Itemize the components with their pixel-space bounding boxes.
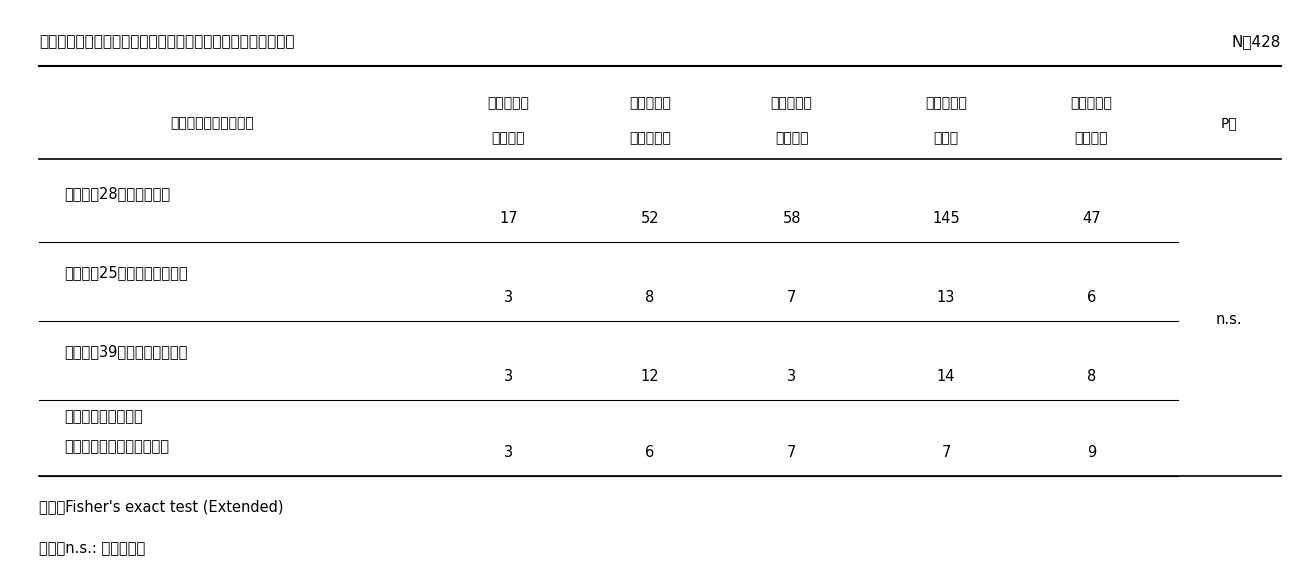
Text: を感じる: を感じる — [1074, 131, 1108, 145]
Text: 12: 12 — [641, 369, 659, 384]
Text: 全く困難を: 全く困難を — [487, 96, 529, 110]
Text: 3: 3 — [786, 369, 796, 384]
Text: 月経あり28日型（標準）: 月経あり28日型（標準） — [64, 186, 171, 202]
Text: n.s.: n.s. — [1216, 312, 1242, 327]
Text: 感じる: 感じる — [934, 131, 958, 145]
Text: 6: 6 — [646, 445, 655, 460]
Text: 3: 3 — [504, 369, 513, 384]
Text: 月経あり39日以上型（遅延）: 月経あり39日以上型（遅延） — [64, 344, 188, 359]
Text: P値: P値 — [1221, 116, 1237, 130]
Text: 現在月経はないが、: 現在月経はないが、 — [64, 409, 143, 424]
Text: 8: 8 — [1087, 369, 1096, 384]
Text: どちらとも: どちらとも — [771, 96, 813, 110]
Text: 注２）n.s.: 有意差なし: 注２）n.s.: 有意差なし — [39, 541, 146, 556]
Text: 13: 13 — [937, 290, 955, 305]
Text: 月経有無及び月経周期: 月経有無及び月経周期 — [171, 116, 255, 130]
Text: 月経あり25日未満型（早発）: 月経あり25日未満型（早発） — [64, 265, 188, 280]
Text: N＝428: N＝428 — [1232, 34, 1280, 49]
Text: を感じない: を感じない — [629, 131, 671, 145]
Text: 58: 58 — [783, 212, 801, 226]
Text: とても困難: とても困難 — [1070, 96, 1112, 110]
Text: 14: 14 — [936, 369, 956, 384]
Text: 言えない: 言えない — [775, 131, 809, 145]
Text: 8: 8 — [646, 290, 655, 305]
Text: 図表２．月経の有無及び月経周期と日常生活困難感との関連性: 図表２．月経の有無及び月経周期と日常生活困難感との関連性 — [39, 34, 294, 49]
Text: 3: 3 — [504, 290, 513, 305]
Text: 17: 17 — [499, 212, 517, 226]
Text: 7: 7 — [786, 290, 796, 305]
Text: 6: 6 — [1087, 290, 1096, 305]
Text: 3: 3 — [504, 445, 513, 460]
Text: あまり困難: あまり困難 — [629, 96, 671, 110]
Text: 9: 9 — [1087, 445, 1096, 460]
Text: 7: 7 — [941, 445, 951, 460]
Text: 7: 7 — [786, 445, 796, 460]
Text: 145: 145 — [932, 212, 960, 226]
Text: 過去に一度は月経があった: 過去に一度は月経があった — [64, 439, 169, 454]
Text: 注１）Fisher's exact test (Extended): 注１）Fisher's exact test (Extended) — [39, 499, 284, 514]
Text: 47: 47 — [1082, 212, 1100, 226]
Text: 感じない: 感じない — [492, 131, 525, 145]
Text: やや困難を: やや困難を — [926, 96, 966, 110]
Text: 52: 52 — [641, 212, 659, 226]
